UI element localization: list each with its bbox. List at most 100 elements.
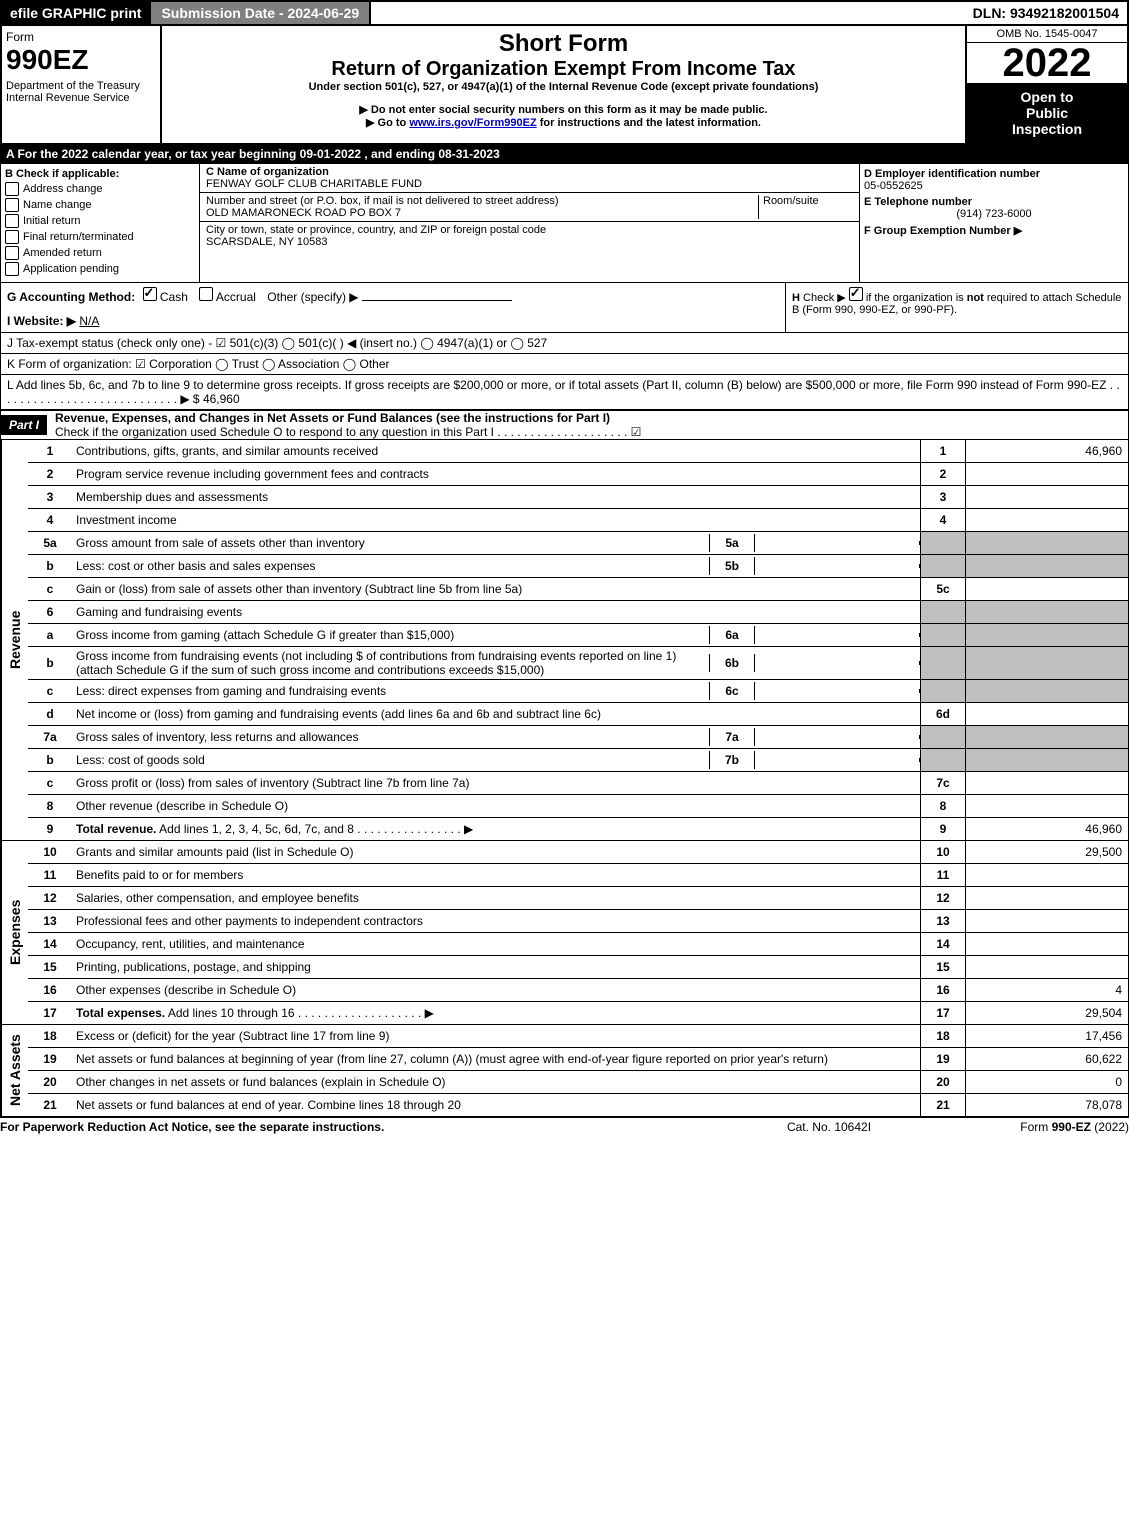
line-description: Gross income from gaming (attach Schedul… — [72, 626, 709, 644]
form-word: Form — [6, 30, 156, 44]
part1-check: Check if the organization used Schedule … — [55, 425, 641, 439]
line-mid-number: 5b — [709, 557, 755, 575]
checkbox-application-pending[interactable] — [5, 262, 19, 276]
form-line-17: 17Total expenses. Add lines 10 through 1… — [28, 1002, 1128, 1024]
efile-label[interactable]: efile GRAPHIC print — [2, 2, 149, 24]
line-right-value — [965, 601, 1128, 623]
form-line-16: 16Other expenses (describe in Schedule O… — [28, 979, 1128, 1002]
line-right-value — [965, 749, 1128, 771]
line-number: 21 — [28, 1096, 72, 1114]
org-name: FENWAY GOLF CLUB CHARITABLE FUND — [206, 178, 422, 190]
line-right-number: 16 — [920, 979, 965, 1001]
opt-amended-return: Amended return — [23, 247, 102, 259]
line-right-number: 1 — [920, 440, 965, 462]
checkbox-final-return[interactable] — [5, 230, 19, 244]
checkbox-initial-return[interactable] — [5, 214, 19, 228]
line-right-value — [965, 864, 1128, 886]
line-description: Professional fees and other payments to … — [72, 912, 920, 930]
line-right-number: 18 — [920, 1025, 965, 1047]
row-l-text: L Add lines 5b, 6c, and 7b to line 9 to … — [7, 378, 1120, 406]
line-number: 14 — [28, 935, 72, 953]
line-right-number — [920, 555, 965, 577]
line-number: 9 — [28, 820, 72, 838]
cash-label: Cash — [160, 290, 188, 304]
form-line-18: 18Excess or (deficit) for the year (Subt… — [28, 1025, 1128, 1048]
line-mid-value — [755, 758, 920, 762]
opt-final-return: Final return/terminated — [23, 231, 134, 243]
checkbox-accrual[interactable] — [199, 287, 213, 301]
dept-line1: Department of the Treasury — [6, 80, 156, 92]
form-header: Form 990EZ Department of the Treasury In… — [0, 26, 1129, 145]
netassets-section: Net Assets 18Excess or (deficit) for the… — [0, 1025, 1129, 1117]
checkbox-name-change[interactable] — [5, 198, 19, 212]
line-right-value — [965, 956, 1128, 978]
line-right-value — [965, 680, 1128, 702]
irs-link[interactable]: www.irs.gov/Form990EZ — [409, 117, 536, 129]
row-h: H Check ▶ if the organization is not req… — [785, 283, 1128, 332]
line-right-number: 8 — [920, 795, 965, 817]
row-g: G Accounting Method: Cash Accrual Other … — [1, 283, 785, 332]
part1-label: Part I — [1, 415, 47, 435]
row-k: K Form of organization: ☑ Corporation ◯ … — [0, 354, 1129, 375]
short-form-title: Short Form — [170, 30, 957, 58]
form-line-6: 6Gaming and fundraising events — [28, 601, 1128, 624]
form-line-19: 19Net assets or fund balances at beginni… — [28, 1048, 1128, 1071]
footer-right: Form 990-EZ (2022) — [929, 1120, 1129, 1134]
line-description: Total expenses. Add lines 10 through 16 … — [72, 1004, 920, 1022]
form-line-d: dNet income or (loss) from gaming and fu… — [28, 703, 1128, 726]
line-right-value — [965, 555, 1128, 577]
line-number: 4 — [28, 511, 72, 529]
box-b-title: B Check if applicable: — [5, 168, 195, 180]
form-line-1: 1Contributions, gifts, grants, and simil… — [28, 440, 1128, 463]
line-right-value — [965, 578, 1128, 600]
line-number: c — [28, 774, 72, 792]
warn2-post: for instructions and the latest informat… — [537, 117, 761, 129]
form-line-2: 2Program service revenue including gover… — [28, 463, 1128, 486]
line-description: Printing, publications, postage, and shi… — [72, 958, 920, 976]
open1: Open to — [973, 89, 1121, 105]
line-right-number: 5c — [920, 578, 965, 600]
line-description: Benefits paid to or for members — [72, 866, 920, 884]
line-right-number: 7c — [920, 772, 965, 794]
line-mid-number: 7a — [709, 728, 755, 746]
form-line-11: 11Benefits paid to or for members11 — [28, 864, 1128, 887]
form-line-c: cGain or (loss) from sale of assets othe… — [28, 578, 1128, 601]
opt-application-pending: Application pending — [23, 263, 119, 275]
line-number: b — [28, 557, 72, 575]
line-right-value: 60,622 — [965, 1048, 1128, 1070]
ein-label: D Employer identification number — [864, 168, 1124, 180]
checkbox-address-change[interactable] — [5, 182, 19, 196]
footer-left: For Paperwork Reduction Act Notice, see … — [0, 1120, 729, 1134]
form-line-15: 15Printing, publications, postage, and s… — [28, 956, 1128, 979]
warning-2: ▶ Go to www.irs.gov/Form990EZ for instru… — [170, 116, 957, 129]
line-right-value: 29,504 — [965, 1002, 1128, 1024]
line-number: 13 — [28, 912, 72, 930]
line-number: b — [28, 751, 72, 769]
box-d: D Employer identification number 05-0552… — [860, 164, 1128, 282]
section-a-period: A For the 2022 calendar year, or tax yea… — [0, 145, 1129, 163]
checkbox-schedule-b[interactable] — [849, 287, 863, 301]
submission-date: Submission Date - 2024-06-29 — [149, 2, 371, 24]
line-right-value — [965, 772, 1128, 794]
line-right-number — [920, 624, 965, 646]
line-right-number: 6d — [920, 703, 965, 725]
line-right-number: 13 — [920, 910, 965, 932]
line-right-value — [965, 624, 1128, 646]
ein-val: 05-0552625 — [864, 180, 1124, 192]
website-label: I Website: ▶ — [7, 314, 76, 328]
row-l-val: 46,960 — [203, 392, 240, 406]
line-description: Occupancy, rent, utilities, and maintena… — [72, 935, 920, 953]
top-bar: efile GRAPHIC print Submission Date - 20… — [0, 0, 1129, 26]
line-mid-number: 6a — [709, 626, 755, 644]
accrual-label: Accrual — [216, 290, 256, 304]
checkbox-amended-return[interactable] — [5, 246, 19, 260]
line-description: Net assets or fund balances at end of ye… — [72, 1096, 920, 1114]
form-number: 990EZ — [6, 44, 156, 76]
line-right-number — [920, 532, 965, 554]
c-label: C Name of organization — [206, 166, 329, 178]
line-number: 11 — [28, 866, 72, 884]
checkbox-cash[interactable] — [143, 287, 157, 301]
form-line-a: aGross income from gaming (attach Schedu… — [28, 624, 1128, 647]
form-line-7a: 7aGross sales of inventory, less returns… — [28, 726, 1128, 749]
line-mid-value — [755, 633, 920, 637]
